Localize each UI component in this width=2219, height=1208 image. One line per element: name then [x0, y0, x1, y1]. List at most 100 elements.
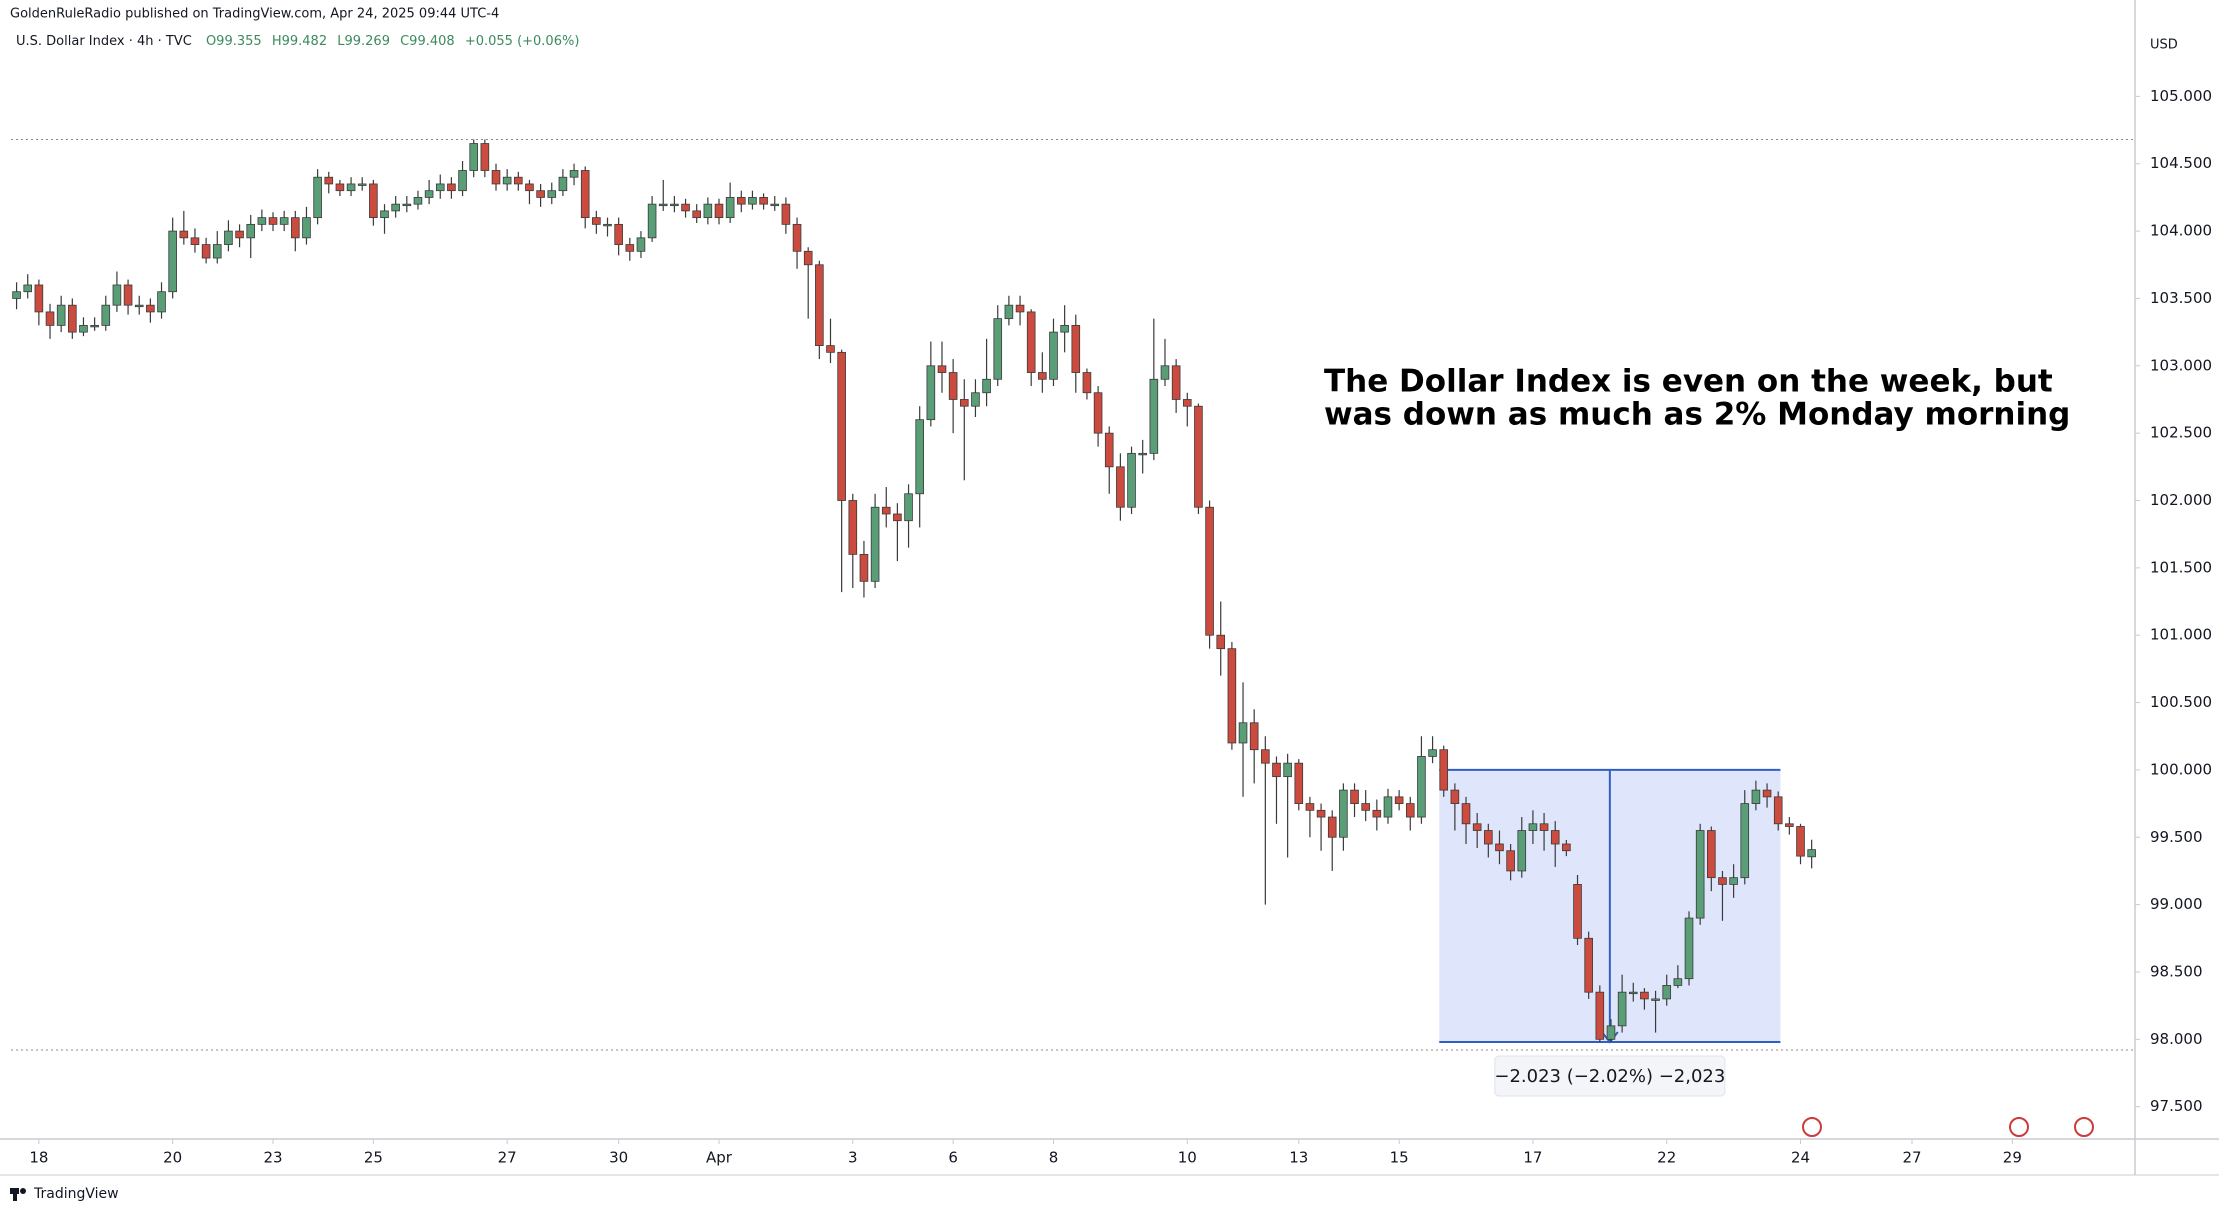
- candle-body: [369, 183, 378, 219]
- logo-mark: [13, 1194, 17, 1201]
- y-tick-label: 100.500: [2150, 693, 2212, 711]
- candle-body: [1283, 762, 1292, 778]
- x-tick-label: 22: [1657, 1149, 1676, 1167]
- candle-body: [391, 203, 400, 212]
- candle-body: [1093, 392, 1103, 434]
- candle-body: [1305, 803, 1315, 811]
- candle-body: [792, 223, 802, 252]
- event-icon[interactable]: [2074, 1117, 2094, 1137]
- candle-body: [993, 318, 1003, 380]
- candle-body: [1461, 803, 1471, 825]
- y-tick-label: 98.500: [2150, 962, 2203, 980]
- candle-body: [959, 399, 969, 407]
- candle-body: [1138, 452, 1147, 456]
- candle-body: [1116, 466, 1125, 508]
- candle-body: [1350, 789, 1359, 804]
- candle-body: [146, 304, 155, 313]
- candle-body: [1495, 843, 1504, 852]
- candle-body: [357, 183, 367, 186]
- candle-body: [1261, 749, 1270, 764]
- candle-body: [435, 183, 445, 192]
- candle-body: [1182, 399, 1192, 407]
- candle-body: [1417, 756, 1426, 818]
- candle-body: [915, 419, 924, 495]
- candle-body: [1517, 830, 1527, 872]
- candle-body: [569, 170, 579, 178]
- candle-body: [212, 244, 222, 259]
- candle-body: [926, 365, 936, 421]
- candle-body: [1773, 796, 1783, 825]
- event-icon[interactable]: [1802, 1117, 1822, 1137]
- candle-body: [101, 304, 111, 326]
- candle-body: [859, 553, 869, 582]
- candle-body: [703, 203, 713, 219]
- candle-body: [413, 197, 423, 205]
- candle-body: [1439, 749, 1449, 791]
- footer-logo: TradingView: [10, 1186, 119, 1202]
- candle-body: [23, 284, 33, 293]
- range-label-text: −2.023 (−2.02%) −2,023: [1494, 1066, 1725, 1087]
- x-tick-label: 10: [1178, 1149, 1197, 1167]
- candle-body: [748, 197, 757, 205]
- candle-body: [291, 217, 300, 239]
- y-tick-label: 99.500: [2150, 828, 2203, 846]
- candle-body: [34, 284, 44, 313]
- candle-body: [1450, 789, 1460, 804]
- candle-body: [647, 203, 657, 239]
- plot-area: [11, 138, 2135, 1051]
- candle-body: [759, 197, 768, 205]
- candle-body: [658, 203, 668, 207]
- event-icon[interactable]: [2009, 1117, 2029, 1137]
- candle-body: [1004, 304, 1014, 320]
- candle-body: [1272, 762, 1281, 778]
- x-tick-label: 3: [848, 1149, 858, 1167]
- footer-brand: TradingView: [33, 1186, 119, 1202]
- candle-body: [1718, 877, 1727, 885]
- candle-body: [1249, 722, 1259, 751]
- x-tick-label: 20: [163, 1149, 182, 1167]
- candle-body: [1640, 991, 1649, 1000]
- candle-body: [1617, 991, 1627, 1027]
- x-tick-label: 23: [263, 1149, 282, 1167]
- candle-body: [1662, 985, 1672, 1000]
- candle-body: [447, 183, 456, 192]
- candle-body: [469, 143, 479, 171]
- candle-body: [1194, 405, 1203, 508]
- candle-body: [1060, 324, 1069, 333]
- candle-body: [1327, 816, 1337, 838]
- candle-body: [725, 197, 735, 219]
- currency: USD: [2150, 38, 2178, 53]
- candle-body: [1684, 917, 1694, 980]
- candle-body: [603, 223, 612, 227]
- x-tick-label: 8: [1049, 1149, 1059, 1167]
- y-tick-label: 104.000: [2150, 222, 2212, 240]
- candle-body: [1751, 789, 1761, 804]
- x-tick-label: Apr: [706, 1149, 733, 1167]
- candle-body: [681, 203, 690, 212]
- logo-mark: [20, 1188, 26, 1194]
- y-tick-label: 101.500: [2150, 558, 2212, 576]
- candle-body: [268, 217, 278, 225]
- candle-body: [1762, 789, 1772, 798]
- candle-body: [547, 190, 557, 198]
- candle-body: [279, 217, 289, 225]
- candle-body: [692, 210, 702, 219]
- candle-body: [1405, 803, 1415, 818]
- y-tick-label: 98.000: [2150, 1030, 2203, 1048]
- candle-body: [12, 291, 21, 299]
- range-label: −2.023 (−2.02%) −2,023: [1494, 1055, 1726, 1097]
- candle-body: [1707, 830, 1716, 879]
- candle-body: [1796, 826, 1805, 857]
- ohlc-open: O99.355: [206, 34, 262, 49]
- candle-body: [848, 500, 858, 555]
- candle-body: [1785, 823, 1794, 827]
- candle-body: [157, 291, 166, 313]
- candle-body: [625, 244, 635, 252]
- candle-body: [1651, 998, 1660, 1001]
- x-tick-label: 18: [29, 1149, 48, 1167]
- y-tick-label: 103.000: [2150, 356, 2212, 374]
- x-tick-label: 29: [2003, 1149, 2022, 1167]
- annotation: The Dollar Index is even on the week, bu…: [1324, 364, 2053, 400]
- candle-body: [1205, 506, 1214, 636]
- candle-body: [346, 183, 356, 192]
